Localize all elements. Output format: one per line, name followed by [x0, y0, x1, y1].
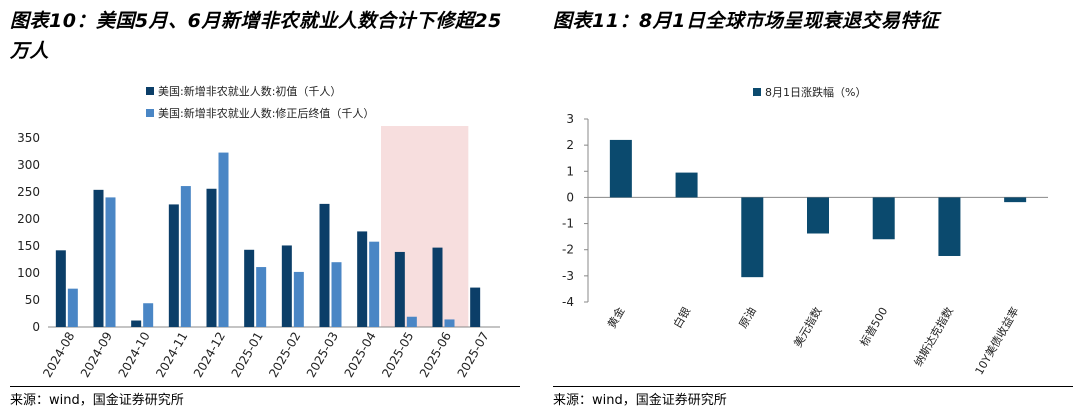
x-tick-label: 2024-11: [153, 330, 190, 380]
bar-initial: [206, 188, 217, 327]
legend-label: 美国:新增非农就业人数:初值（千人）: [158, 84, 341, 98]
right-source-rule: [553, 386, 1073, 387]
x-tick-label: 2025-04: [342, 330, 379, 380]
legend-swatch: [146, 109, 154, 117]
bar-initial: [394, 251, 405, 327]
y-tick-label: -3: [562, 269, 574, 283]
bar-initial: [432, 247, 443, 327]
y-tick-label: -4: [562, 295, 574, 309]
left-source-rule: [10, 386, 520, 387]
bar-market-move: [938, 197, 961, 256]
bar-initial: [470, 287, 481, 327]
bar-market-move: [807, 197, 829, 234]
y-tick-label: 200: [17, 212, 40, 226]
y-tick-label: 3: [566, 112, 574, 126]
bar-market-move: [1004, 197, 1027, 203]
right-source-note: 来源：wind，国金证券研究所: [553, 393, 727, 408]
x-tick-label: 10Y美债收益率: [972, 304, 1022, 377]
x-tick-label: 美元指数: [790, 305, 824, 350]
bar-initial: [55, 250, 66, 327]
x-tick-label: 2025-06: [417, 330, 454, 380]
bar-market-move: [741, 197, 764, 278]
x-tick-label: 原油: [736, 305, 759, 331]
bar-market-move: [675, 172, 698, 198]
x-tick-label: 2024-09: [78, 330, 115, 380]
x-tick-label: 2025-05: [379, 330, 416, 380]
y-tick-label: 350: [17, 131, 40, 145]
bar-revised: [105, 197, 116, 327]
nonfarm-payrolls-chart: 美国:新增非农就业人数:初值（千人） 美国:新增非农就业人数:修正后终值（千人） 0…: [17, 84, 500, 380]
legend-label: 美国:新增非农就业人数:修正后终值（千人）: [158, 106, 374, 120]
x-tick-label: 2024-10: [116, 330, 153, 380]
y-tick-label: -2: [562, 243, 574, 257]
x-tick-label: 黄金: [604, 305, 627, 331]
highlight-band: [381, 126, 469, 327]
bar-revised: [256, 267, 267, 327]
bar-revised: [143, 303, 154, 327]
bar-initial: [93, 189, 104, 327]
y-tick-label: 150: [17, 239, 40, 253]
bar-initial: [131, 320, 142, 327]
left-chart-title: 图表10：美国5月、6月新增非农就业人数合计下修超25万人: [10, 10, 502, 62]
bar-revised: [331, 262, 342, 327]
y-tick-label: 2: [566, 138, 574, 152]
x-tick-label: 2025-07: [455, 329, 492, 379]
y-tick-label: 250: [17, 185, 40, 199]
y-tick-label: 0: [566, 190, 574, 204]
bar-initial: [244, 249, 255, 327]
x-tick-label: 2025-02: [266, 330, 303, 380]
bar-initial: [281, 245, 292, 327]
y-tick-label: 1: [566, 164, 574, 178]
bar-revised: [67, 288, 78, 327]
bar-initial: [319, 203, 330, 327]
y-tick-label: -1: [562, 217, 574, 231]
bar-initial: [168, 204, 179, 327]
x-tick-label: 2025-03: [304, 330, 341, 380]
bar-revised: [444, 319, 455, 327]
left-source-note: 来源：wind，国金证券研究所: [10, 393, 184, 408]
bar-revised: [218, 152, 229, 327]
x-tick-label: 2024-12: [191, 330, 228, 380]
bar-initial: [357, 231, 368, 327]
legend-label: 8月1日涨跌幅（%）: [765, 85, 866, 99]
legend-swatch: [753, 88, 761, 96]
legend-swatch: [146, 87, 154, 95]
x-tick-label: 白银: [670, 305, 693, 331]
y-tick-label: 100: [17, 266, 40, 280]
right-chart-title: 图表11：8月1日全球市场呈现衰退交易特征: [553, 10, 940, 32]
y-tick-label: 300: [17, 158, 40, 172]
bar-revised: [293, 271, 304, 327]
bar-revised: [369, 241, 380, 327]
bar-market-move: [872, 197, 895, 240]
bar-revised: [180, 186, 191, 327]
bar-market-move: [609, 139, 632, 198]
x-tick-label: 2024-08: [40, 330, 77, 380]
y-tick-label: 0: [32, 320, 40, 334]
x-tick-label: 标普500: [857, 305, 891, 349]
x-tick-label: 2025-01: [229, 330, 266, 380]
x-tick-label: 纳斯达克指数: [911, 305, 956, 369]
bar-revised: [406, 316, 417, 327]
y-tick-label: 50: [25, 293, 40, 307]
market-moves-chart: 8月1日涨跌幅（%） 3 2 1 0 -1 -2 -3 -4 黄金 白银 原油 美元指数 标普500 纳斯达…: [562, 85, 1048, 377]
